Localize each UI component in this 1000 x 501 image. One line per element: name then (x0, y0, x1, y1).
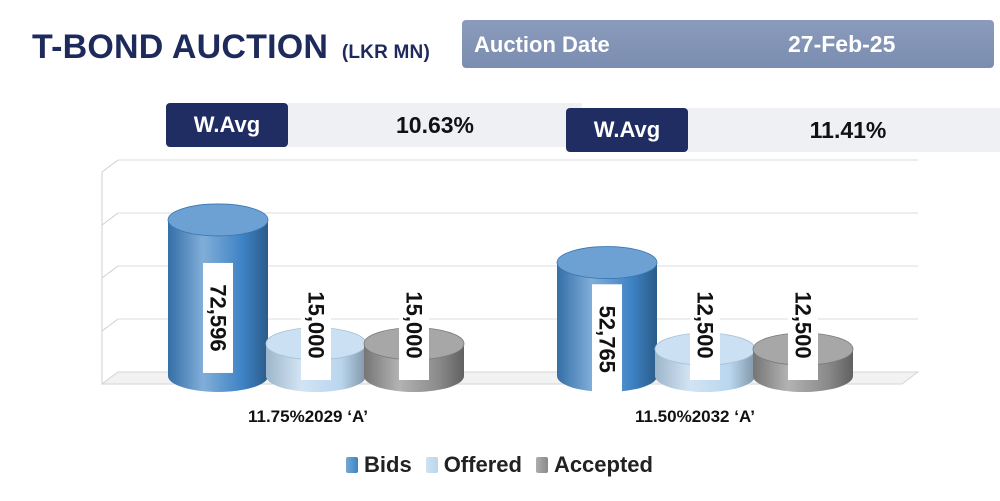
title-text: T-BOND AUCTION (32, 28, 329, 66)
bar-top (556, 246, 658, 279)
data-label-offered-2: 12,500 (690, 270, 720, 380)
data-label-bg (788, 270, 818, 380)
legend-label-bids: Bids (364, 452, 412, 477)
data-label-bg (399, 270, 429, 380)
wavg-label-2: W.Avg (566, 108, 688, 152)
data-label-bg (203, 262, 233, 373)
data-label-bids-1: 72,596 (203, 262, 233, 373)
data-label-accepted-1: 15,000 (399, 270, 429, 380)
data-label-text: 15,000 (304, 291, 329, 358)
chart-legend: Bids Offered Accepted (346, 452, 667, 478)
data-label-offered-1: 15,000 (301, 270, 331, 380)
category-label-1: 11.75%2029 ‘A’ (248, 407, 368, 426)
data-label-text: 72,596 (206, 284, 231, 351)
legend-swatch-bids (346, 457, 358, 473)
wavg-value-2: 11.41% (688, 108, 1000, 152)
gridline-side (101, 212, 119, 226)
data-label-bg (592, 284, 622, 395)
legend-label-offered: Offered (443, 452, 522, 477)
legend-label-accepted: Accepted (553, 452, 653, 477)
data-label-accepted-2: 12,500 (788, 270, 818, 380)
data-label-bids-2: 52,765 (592, 284, 622, 395)
category-group-2: 52,765 12,500 12,500 11.50%2032 ‘A’ (556, 246, 854, 426)
legend-item-offered: Offered (425, 452, 522, 478)
category-label-2: 11.50%2032 ‘A’ (635, 407, 755, 426)
auction-date-label: Auction Date (474, 32, 610, 57)
auction-date-bar: Auction Date 27-Feb-25 (462, 20, 994, 68)
data-label-text: 52,765 (595, 306, 620, 373)
data-label-bg (690, 270, 720, 380)
bar-top (167, 203, 269, 237)
category-group-1: 72,596 15,000 15,000 11.75%2029 ‘A’ (167, 203, 465, 426)
legend-item-accepted: Accepted (535, 452, 653, 478)
gridline-side (101, 265, 119, 279)
data-label-text: 12,500 (693, 291, 718, 358)
data-label-text: 15,000 (402, 291, 427, 358)
auction-date-value: 27-Feb-25 (788, 31, 896, 57)
data-label-bg (301, 270, 331, 380)
legend-swatch-accepted (535, 457, 548, 473)
gridline-side (101, 159, 119, 173)
title-unit: (LKR MN) (341, 42, 430, 63)
wavg-value-1: 10.63% (288, 103, 582, 147)
data-label-text: 12,500 (791, 291, 816, 358)
page-title: T-BOND AUCTION (LKR MN) (32, 28, 430, 67)
wavg-label-1: W.Avg (166, 103, 288, 147)
legend-item-bids: Bids (346, 452, 412, 478)
gridline-side (101, 318, 119, 332)
legend-swatch-offered (425, 457, 438, 473)
